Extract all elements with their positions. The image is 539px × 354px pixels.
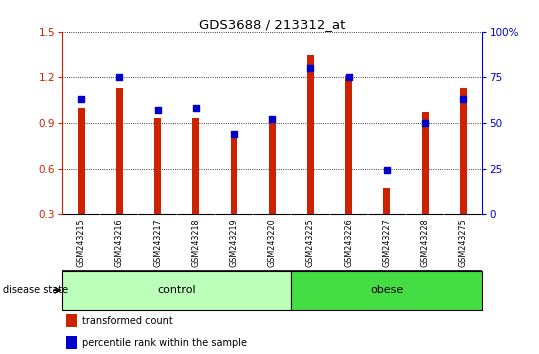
Point [306,65,315,71]
Bar [460,88,467,214]
Bar [192,119,199,214]
Text: GSM243215: GSM243215 [77,218,86,267]
Point [153,107,162,113]
Text: GSM243225: GSM243225 [306,218,315,267]
FancyBboxPatch shape [291,271,482,310]
Bar [345,76,352,214]
Bar [269,123,275,214]
Point [115,75,123,80]
Point [230,131,238,137]
Text: GSM243228: GSM243228 [420,218,430,267]
Bar [78,108,85,214]
Bar [383,188,390,214]
Point [459,97,468,102]
Point [268,116,277,122]
Bar [116,88,123,214]
Text: obese: obese [370,285,404,295]
Point [421,120,430,126]
Text: transformed count: transformed count [82,316,173,326]
Point [344,75,353,80]
Text: GSM243275: GSM243275 [459,218,468,267]
Point [191,105,200,111]
Bar [66,314,77,326]
Text: GSM243219: GSM243219 [230,218,238,267]
Bar [66,336,77,349]
Text: GSM243227: GSM243227 [382,218,391,267]
Bar [421,112,429,214]
Text: GSM243216: GSM243216 [115,218,124,267]
Point [77,97,85,102]
Text: disease state: disease state [3,285,68,295]
Bar [154,119,161,214]
Text: GSM243217: GSM243217 [153,218,162,267]
Title: GDS3688 / 213312_at: GDS3688 / 213312_at [199,18,345,31]
Text: control: control [157,285,196,295]
FancyBboxPatch shape [62,271,291,310]
Text: GSM243226: GSM243226 [344,218,353,267]
Text: GSM243218: GSM243218 [191,218,201,267]
Bar [231,138,237,214]
Text: percentile rank within the sample: percentile rank within the sample [82,338,247,348]
Text: GSM243220: GSM243220 [268,218,277,267]
Point [383,167,391,173]
Bar [307,55,314,214]
